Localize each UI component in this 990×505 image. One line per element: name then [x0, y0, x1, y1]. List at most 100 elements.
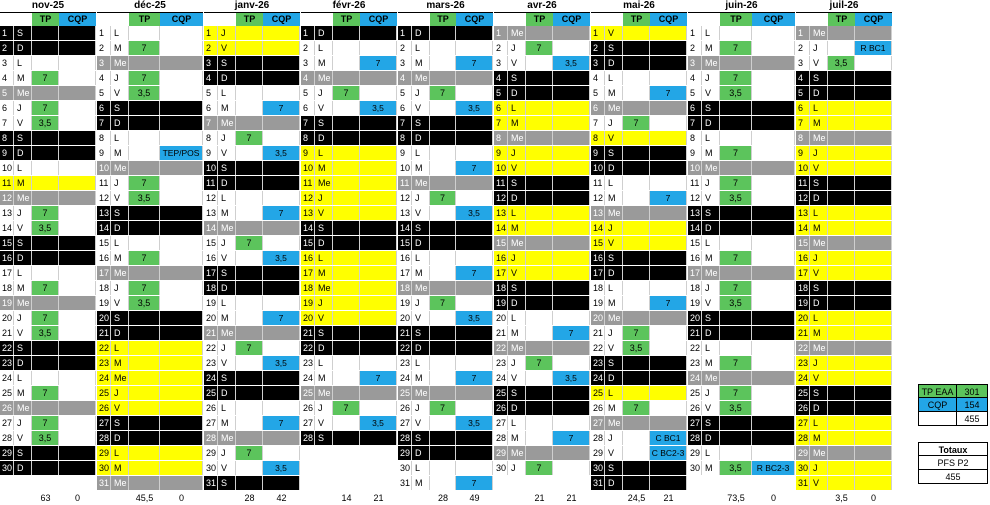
day-name: D [412, 236, 430, 250]
day-name: S [702, 416, 720, 430]
day-number: 7 [204, 116, 218, 130]
cqp-cell [160, 116, 203, 130]
day-row: 24 M 7 [301, 371, 397, 386]
day-name: M [412, 371, 430, 385]
day-name: J [111, 386, 129, 400]
day-name: S [702, 206, 720, 220]
cqp-cell [456, 326, 493, 340]
day-row: 1 Me [796, 26, 892, 41]
day-row: 16 L [301, 251, 397, 266]
month-title: déc-25 [97, 0, 203, 13]
total-tp: 73,5 [727, 493, 745, 503]
day-name: J [14, 101, 32, 115]
tp-cell [430, 56, 456, 70]
day-name: S [412, 326, 430, 340]
day-row: 17 L [0, 266, 96, 281]
tp-cell: 7 [236, 131, 263, 145]
subheader-blank [398, 13, 430, 26]
tp-cell [129, 356, 160, 370]
tp-cell [333, 56, 360, 70]
day-name: D [810, 296, 828, 310]
day-number: 24 [206, 371, 218, 385]
day-name: V [412, 416, 430, 430]
day-row: 10 Me [688, 161, 795, 176]
cqp-cell [360, 86, 397, 100]
day-number: 27 [303, 416, 315, 430]
day-row: 13 M 7 [204, 206, 300, 221]
cqp-cell: 7 [650, 191, 687, 205]
cqp-cell [855, 446, 892, 460]
day-row: 31 D [591, 476, 687, 491]
day-row: 26 D [796, 401, 892, 416]
tp-cell [430, 371, 456, 385]
day-name: D [218, 176, 236, 190]
tp-cell [720, 266, 752, 280]
tp-cell [828, 221, 855, 235]
tp-header: TP [32, 13, 59, 26]
day-row: 25 L [591, 386, 687, 401]
tp-cell: 3,5 [32, 221, 59, 235]
cqp-cell [855, 431, 892, 445]
day-name: Me [810, 236, 828, 250]
day-number: 10 [400, 161, 412, 175]
day-row: 12 V 3,5 [97, 191, 203, 206]
day-name: S [810, 176, 828, 190]
day-number: 26 [206, 401, 218, 415]
day-name: V [315, 101, 333, 115]
tp-cell [333, 71, 360, 85]
day-number: 20 [593, 311, 605, 325]
day-row: 26 V 3,5 [688, 401, 795, 416]
month-title: mai-26 [591, 0, 687, 13]
day-name: Me [702, 266, 720, 280]
cqp-cell [360, 281, 397, 295]
day-number: 26 [690, 401, 702, 415]
totals-spacer [301, 491, 333, 505]
day-name: M [412, 476, 430, 490]
cqp-cell [456, 191, 493, 205]
tp-cell [32, 461, 59, 475]
day-number: 10 [206, 161, 218, 175]
day-row: 16 S [591, 251, 687, 266]
day-row: 11 J 7 [97, 176, 203, 191]
day-name: J [508, 146, 526, 160]
day-number: 30 [496, 461, 508, 475]
day-number: 20 [798, 311, 810, 325]
day-name: L [14, 56, 32, 70]
day-number: 5 [591, 86, 605, 100]
cqp-cell [59, 146, 96, 160]
day-name: S [111, 311, 129, 325]
cqp-cell [752, 86, 795, 100]
cqp-cell [360, 386, 397, 400]
tp-cell [333, 386, 360, 400]
day-name: V [14, 221, 32, 235]
tp-cell [720, 311, 752, 325]
day-number: 19 [206, 296, 218, 310]
cqp-cell [650, 371, 687, 385]
day-row: 17 Me [688, 266, 795, 281]
day-number: 10 [303, 161, 315, 175]
month-column: juin-26 TP CQP 1 L 2 M 7 3 Me 4 J 7 5 V 3,5 6 S 7 D 8 L 9 M 7 10 M… [688, 0, 795, 503]
tp-cell [828, 101, 855, 115]
cqp-cell [263, 431, 300, 445]
tp-cell [720, 446, 752, 460]
day-number: 25 [303, 386, 315, 400]
tp-cell [720, 371, 752, 385]
cqp-cell [360, 161, 397, 175]
totals-spacer [494, 491, 526, 505]
day-name: D [14, 251, 32, 265]
tp-cell [720, 131, 752, 145]
cqp-cell [752, 146, 795, 160]
day-row: 11 D [204, 176, 300, 191]
cqp-cell [855, 371, 892, 385]
tp-cell [623, 101, 650, 115]
tp-cell [236, 251, 263, 265]
cqp-cell [360, 206, 397, 220]
tp-cell [129, 386, 160, 400]
day-row: 19 Me [0, 296, 96, 311]
day-name: L [412, 356, 430, 370]
day-name: S [111, 101, 129, 115]
cqp-cell [553, 341, 590, 355]
